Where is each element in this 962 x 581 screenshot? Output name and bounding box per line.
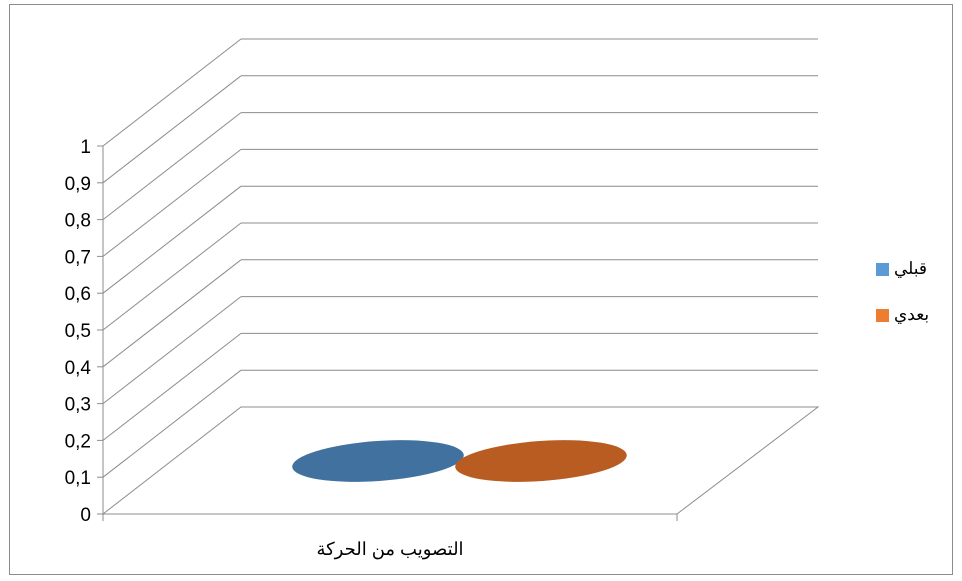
y-tick-label: 0,8 [65,211,91,232]
gridline-side [102,333,242,441]
chart-area [9,4,953,575]
y-tick-label: 0,1 [65,468,91,489]
y-tick-label: 0,6 [65,284,91,305]
gridline-side [102,112,242,220]
y-tick-label: 1 [80,137,91,158]
gridline-side [102,75,242,184]
gridline-side [102,296,242,404]
gridline-side [102,149,242,257]
legend-swatch-after [876,308,889,322]
y-tick-label: 0,4 [65,358,92,379]
y-tick-label: 0,7 [65,247,91,268]
gridline-side [102,222,242,331]
y-tick-label: 0,9 [65,174,91,195]
legend: قبلي بعدي [876,256,946,348]
legend-entry-before: قبلي [876,256,946,282]
gridline-side [102,369,242,478]
y-tick-label: 0,2 [65,431,91,452]
legend-label-after: بعدي [894,305,930,324]
legend-entry-after: بعدي [876,302,946,328]
chart-floor [102,406,820,515]
x-category-label: التصويب من الحركة [316,539,463,560]
bar-after [455,440,627,482]
legend-label-before: قبلي [894,259,928,278]
gridline-side [102,185,242,294]
y-tick-label: 0,5 [65,321,91,342]
y-tick-label: 0 [80,505,91,526]
y-tick-label: 0,3 [65,395,91,416]
gridline-side [102,259,242,368]
gridline-side [102,38,242,147]
bar-before [292,440,464,482]
legend-swatch-before [876,262,889,276]
